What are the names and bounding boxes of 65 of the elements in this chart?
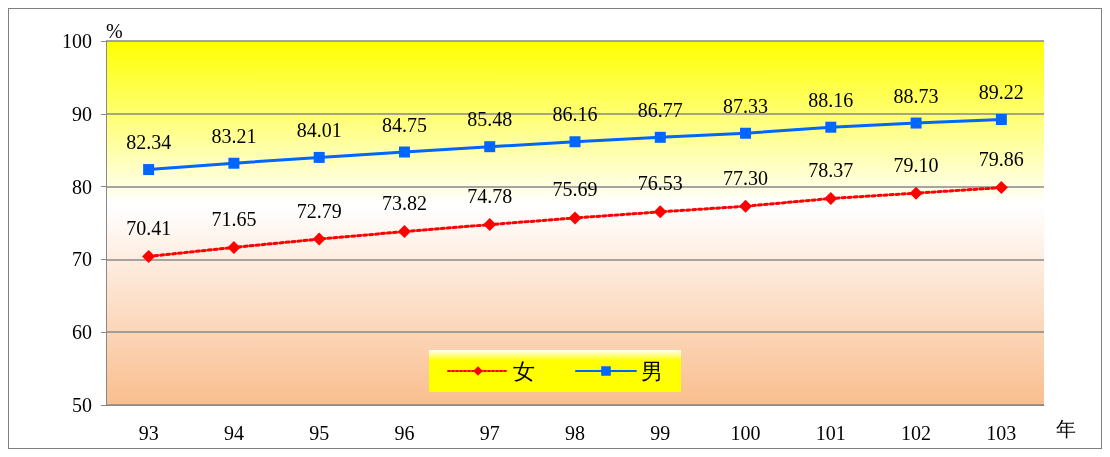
point (740, 127, 752, 139)
data-label: 84.01 (296, 118, 342, 141)
data-label: 76.53 (637, 172, 683, 195)
y-tick-label: 60 (72, 321, 92, 344)
data-label: 79.10 (893, 153, 939, 176)
data-label: 84.75 (381, 113, 427, 136)
data-label: 75.69 (552, 178, 598, 201)
point (397, 225, 411, 239)
point (142, 249, 156, 263)
legend-label: 女 (513, 358, 535, 384)
y-axis-title: % (106, 20, 123, 42)
x-tick-label: 97 (479, 422, 500, 444)
data-label: 72.79 (296, 199, 342, 222)
point (228, 157, 240, 169)
data-label: 88.73 (893, 84, 939, 107)
y-tick-label: 100 (62, 30, 92, 52)
point (739, 199, 753, 213)
x-tick-label: 95 (309, 422, 330, 444)
data-label: 86.77 (637, 98, 683, 121)
x-tick-label: 94 (223, 422, 244, 444)
x-tick-label: 100 (730, 422, 761, 444)
data-label: 86.16 (552, 103, 598, 126)
legend-label: 男 (641, 358, 663, 384)
data-label: 73.82 (381, 192, 427, 215)
point (568, 211, 582, 225)
point (995, 113, 1007, 125)
point (910, 117, 922, 129)
x-axis-title: 年 (1056, 418, 1076, 440)
x-tick-label: 98 (565, 422, 585, 444)
point (653, 205, 667, 219)
x-tick-label: 102 (901, 422, 932, 444)
point (398, 146, 410, 158)
point (143, 164, 155, 176)
x-tick-label: 93 (138, 422, 159, 444)
x-tick-label: 101 (815, 422, 846, 444)
point (994, 181, 1008, 195)
data-label: 79.86 (978, 148, 1024, 171)
point (825, 121, 837, 133)
y-tick-label: 90 (72, 102, 92, 125)
data-label: 82.34 (126, 131, 172, 154)
x-tick-label: 103 (986, 422, 1017, 444)
data-label: 70.41 (126, 216, 172, 239)
point (654, 131, 666, 143)
data-label: 77.30 (723, 166, 769, 189)
point (909, 186, 923, 200)
data-label: 87.33 (723, 94, 769, 117)
data-label: 85.48 (467, 108, 513, 131)
x-tick-label: 99 (650, 422, 671, 444)
data-label: 78.37 (808, 158, 854, 181)
y-tick-label: 50 (72, 394, 92, 416)
data-label: 88.16 (808, 88, 854, 111)
data-label: 74.78 (467, 185, 513, 208)
data-label: 89.22 (978, 80, 1024, 103)
x-tick-label: 96 (394, 422, 415, 444)
data-label: 71.65 (211, 207, 257, 230)
point (484, 141, 496, 153)
y-tick-label: 80 (72, 175, 92, 198)
point (312, 232, 326, 246)
point (483, 218, 497, 232)
data-label: 83.21 (211, 124, 257, 147)
point (569, 136, 581, 148)
point (313, 151, 325, 163)
point (227, 240, 241, 254)
y-tick-label: 70 (72, 248, 92, 271)
point (824, 191, 838, 205)
